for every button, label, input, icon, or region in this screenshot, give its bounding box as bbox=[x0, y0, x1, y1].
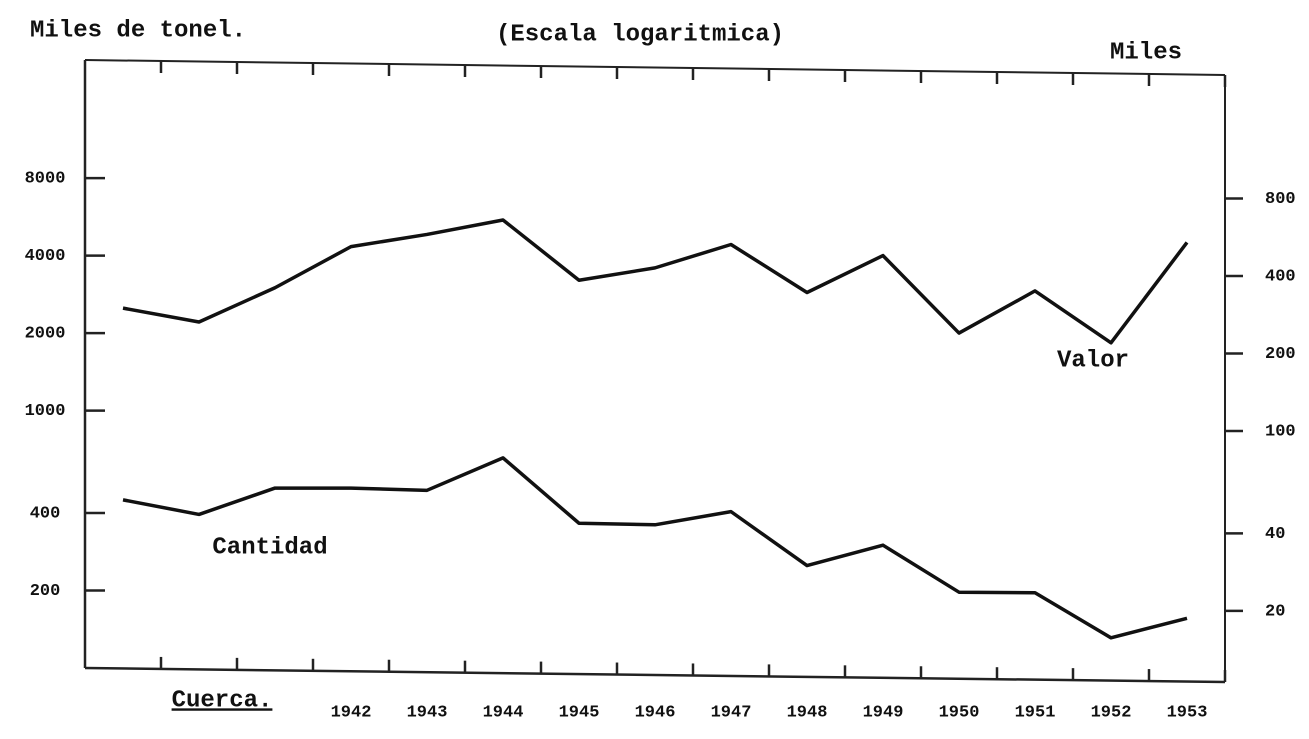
x-tick-label: 1948 bbox=[787, 703, 828, 722]
y2-tick-label: 200 bbox=[1265, 345, 1296, 364]
line bbox=[122, 218, 1189, 345]
x-tick-label: 1951 bbox=[1015, 703, 1056, 722]
chart-title: (Escala logaritmica) bbox=[496, 21, 784, 48]
y-axis-label: Miles de tonel. bbox=[30, 17, 246, 44]
line bbox=[122, 456, 1188, 640]
x-tick-label: 1945 bbox=[559, 703, 600, 722]
y-tick-label: 4000 bbox=[25, 247, 66, 266]
source: Cuerca. bbox=[172, 687, 273, 714]
y2-tick-label: 20 bbox=[1265, 602, 1285, 621]
x-tick-label: 1950 bbox=[939, 703, 980, 722]
x-tick-label: 1942 bbox=[331, 703, 372, 722]
x-tick-label: 1952 bbox=[1091, 703, 1132, 722]
top-border bbox=[84, 59, 1226, 76]
y2-tick-label: 800 bbox=[1265, 190, 1296, 209]
y2-axis-label: Miles bbox=[1110, 39, 1182, 66]
y2-tick-label: 100 bbox=[1265, 422, 1296, 441]
y2-tick-label: 400 bbox=[1265, 267, 1296, 286]
annotation: Cantidad bbox=[212, 534, 327, 561]
annotation: Valor bbox=[1057, 347, 1129, 374]
y-tick-label: 2000 bbox=[25, 325, 66, 344]
x-tick-label: 1943 bbox=[407, 703, 448, 722]
y-tick-label: 400 bbox=[30, 504, 61, 523]
y2-tick-label: 40 bbox=[1265, 525, 1285, 544]
x-tick-label: 1953 bbox=[1167, 703, 1208, 722]
y-tick-label: 8000 bbox=[25, 170, 66, 189]
x-tick-label: 1949 bbox=[863, 703, 904, 722]
x-tick-label: 1946 bbox=[635, 703, 676, 722]
y-tick-label: 1000 bbox=[25, 402, 66, 421]
x-axis bbox=[84, 666, 1226, 684]
x-tick-label: 1944 bbox=[483, 703, 524, 722]
x-tick-label: 1947 bbox=[711, 703, 752, 722]
y-tick-label: 200 bbox=[30, 582, 61, 601]
